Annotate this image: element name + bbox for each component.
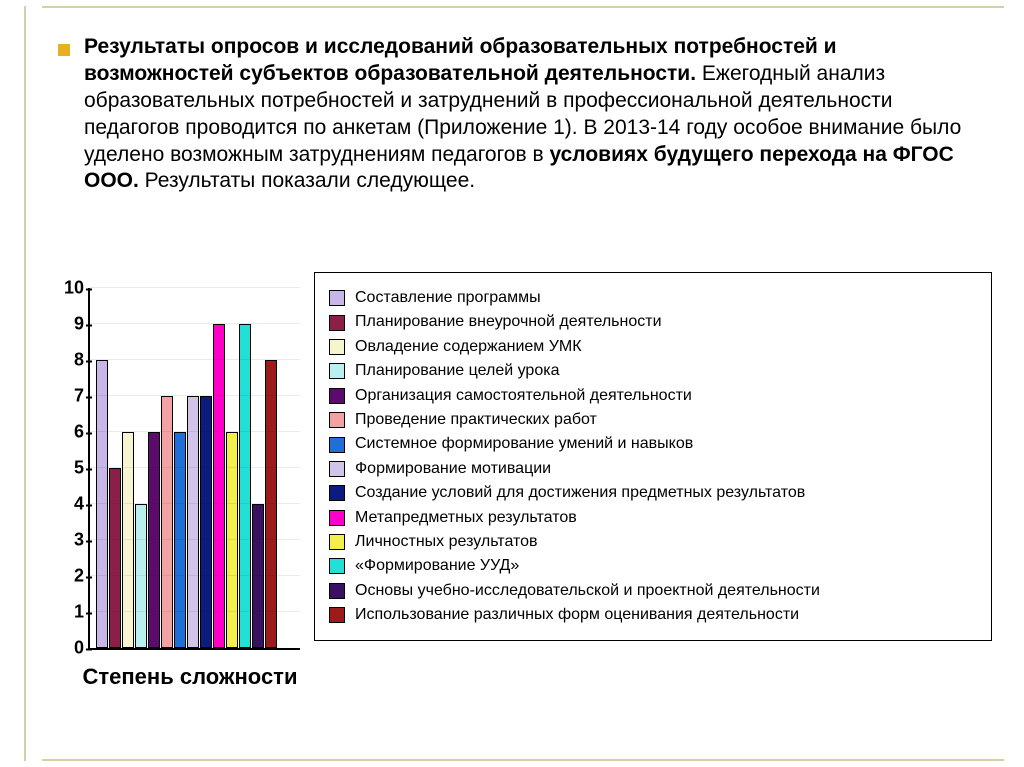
chart-gridline [90, 431, 300, 432]
bar-chart: 012345678910 Степень сложности [20, 268, 320, 708]
legend-swatch [329, 363, 345, 379]
chart-bar [96, 360, 108, 648]
chart-ytick: 2 [56, 566, 84, 587]
decor-rule-top [42, 6, 1004, 8]
chart-gridline [90, 359, 300, 360]
legend-item: Организация самостоятельной деятельности [329, 387, 977, 405]
chart-bars [90, 288, 300, 648]
legend-item: Проведение практических работ [329, 411, 977, 429]
chart-gridline [90, 611, 300, 612]
chart-bar [239, 324, 251, 648]
chart-bar [252, 504, 264, 648]
chart-bar [174, 432, 186, 648]
legend-label: Создание условий для достижения предметн… [355, 484, 805, 502]
legend-label: Основы учебно-исследовательской и проект… [355, 582, 820, 600]
bullet-icon [58, 44, 70, 56]
chart-bar [135, 504, 147, 648]
legend-swatch [329, 437, 345, 453]
chart-gridline [90, 467, 300, 468]
chart-gridline [90, 575, 300, 576]
legend-item: «Формирование УУД» [329, 557, 977, 575]
legend-label: Использование различных форм оценивания … [355, 606, 799, 624]
legend-label: Системное формирование умений и навыков [355, 435, 693, 453]
chart-ytick: 3 [56, 530, 84, 551]
chart-ytick: 1 [56, 602, 84, 623]
legend-label: Проведение практических работ [355, 411, 597, 429]
legend-swatch [329, 315, 345, 331]
legend-item: Формирование мотивации [329, 460, 977, 478]
legend-item: Использование различных форм оценивания … [329, 606, 977, 624]
legend-label: Овладение содержанием УМК [355, 338, 582, 356]
chart-bar [265, 360, 277, 648]
chart-ytick: 5 [56, 458, 84, 479]
legend-swatch [329, 485, 345, 501]
chart-gridline [90, 287, 300, 288]
legend-swatch [329, 461, 345, 477]
chart-gridline [90, 539, 300, 540]
legend-swatch [329, 558, 345, 574]
legend-item: Основы учебно-исследовательской и проект… [329, 582, 977, 600]
chart-bar [148, 432, 160, 648]
legend-item: Метапредметных результатов [329, 509, 977, 527]
legend-label: Организация самостоятельной деятельности [355, 387, 692, 405]
legend-swatch [329, 388, 345, 404]
chart-ytick: 9 [56, 314, 84, 335]
legend-swatch [329, 339, 345, 355]
chart-gridline [90, 323, 300, 324]
legend-item: Планирование внеурочной деятельности [329, 313, 977, 331]
legend-swatch [329, 290, 345, 306]
body-text-part-4: Результаты показали следующее. [139, 169, 475, 192]
chart-ytick: 7 [56, 386, 84, 407]
chart-gridline [90, 395, 300, 396]
decor-rule-bottom [42, 759, 1004, 761]
chart-legend: Составление программы Планирование внеуро… [314, 272, 992, 641]
legend-swatch [329, 583, 345, 599]
chart-plot-area: 012345678910 [88, 288, 300, 650]
legend-item: Составление программы [329, 289, 977, 307]
legend-swatch [329, 607, 345, 623]
chart-ytick: 8 [56, 350, 84, 371]
chart-ytick: 0 [56, 638, 84, 659]
chart-ytick: 4 [56, 494, 84, 515]
legend-label: «Формирование УУД» [355, 557, 519, 575]
chart-bar [226, 432, 238, 648]
slide: Результаты опросов и исследований образо… [0, 0, 1024, 767]
chart-ytick: 6 [56, 422, 84, 443]
legend-item: Создание условий для достижения предметн… [329, 484, 977, 502]
legend-label: Личностных результатов [355, 533, 538, 551]
chart-ytick: 10 [56, 278, 84, 299]
chart-bar [122, 432, 134, 648]
body-text: Результаты опросов и исследований образо… [84, 34, 984, 195]
legend-item: Личностных результатов [329, 533, 977, 551]
legend-item: Системное формирование умений и навыков [329, 435, 977, 453]
legend-swatch [329, 510, 345, 526]
legend-label: Метапредметных результатов [355, 509, 577, 527]
chart-bar [109, 468, 121, 648]
legend-label: Планирование внеурочной деятельности [355, 313, 662, 331]
legend-label: Составление программы [355, 289, 541, 307]
legend-label: Планирование целей урока [355, 362, 559, 380]
legend-item: Планирование целей урока [329, 362, 977, 380]
legend-swatch [329, 412, 345, 428]
legend-item: Овладение содержанием УМК [329, 338, 977, 356]
legend-swatch [329, 534, 345, 550]
chart-bar [213, 324, 225, 648]
legend-label: Формирование мотивации [355, 460, 551, 478]
chart-x-label: Степень сложности [60, 664, 320, 690]
chart-gridline [90, 503, 300, 504]
